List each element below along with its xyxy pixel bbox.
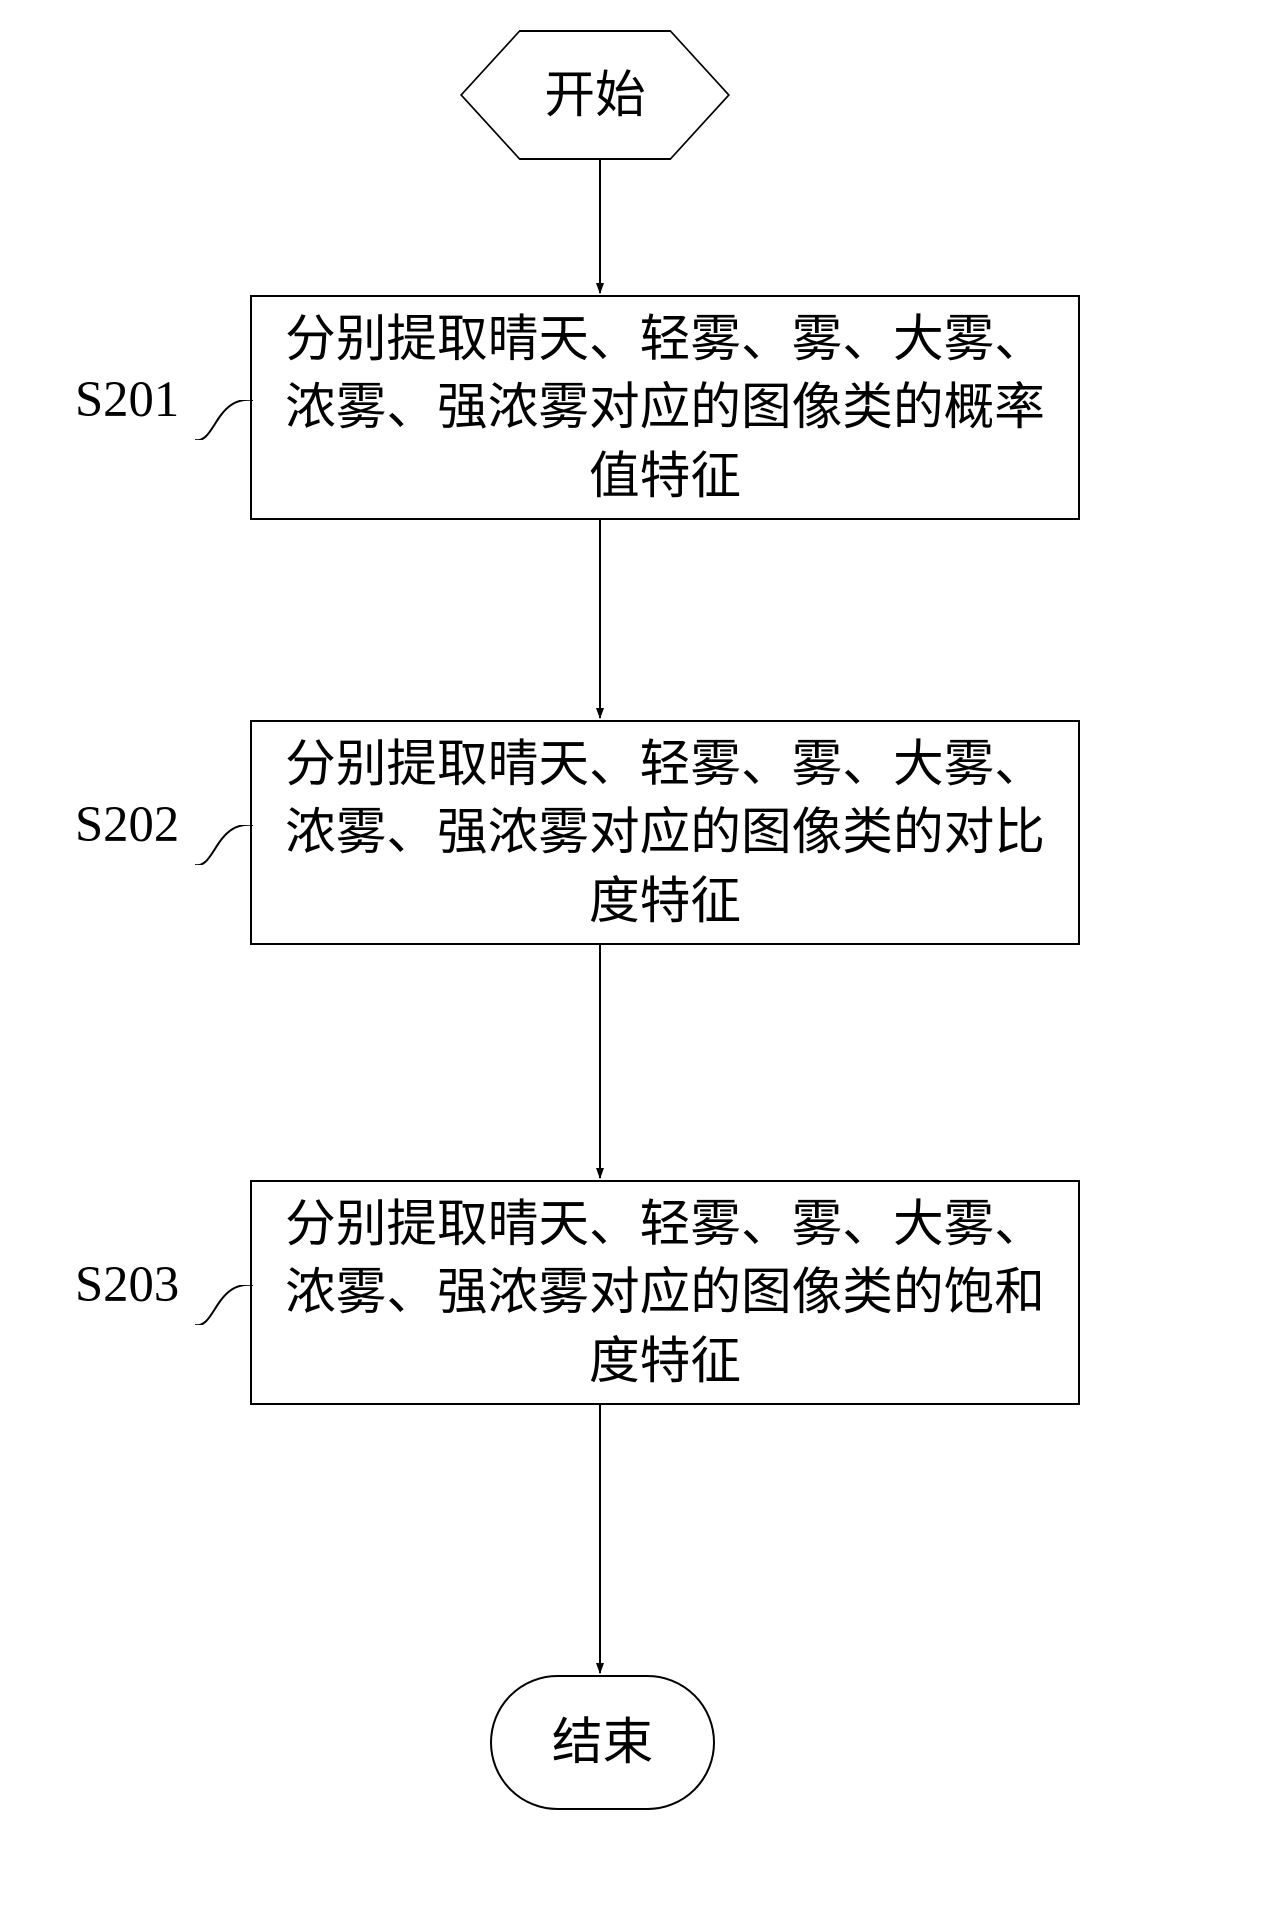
process-s203-text: 分别提取晴天、轻雾、雾、大雾、浓雾、强浓雾对应的图像类的饱和度特征 [272,1190,1058,1395]
label-s201: S201 [75,370,179,428]
edges-layer [0,0,1264,1923]
end-node: 结束 [490,1675,715,1810]
squiggle-s203 [195,1285,253,1325]
end-text: 结束 [552,1708,653,1776]
squiggle-s201 [195,400,253,440]
label-s203: S203 [75,1255,179,1313]
label-s202-text: S202 [75,796,179,852]
flowchart-canvas: 开始 分别提取晴天、轻雾、雾、大雾、浓雾、强浓雾对应的图像类的概率值特征 分别提… [0,0,1264,1923]
process-s201-text: 分别提取晴天、轻雾、雾、大雾、浓雾、强浓雾对应的图像类的概率值特征 [272,305,1058,510]
process-s203: 分别提取晴天、轻雾、雾、大雾、浓雾、强浓雾对应的图像类的饱和度特征 [250,1180,1080,1405]
squiggle-s202 [195,825,253,865]
start-text: 开始 [544,61,645,129]
label-s202: S202 [75,795,179,853]
process-s202-text: 分别提取晴天、轻雾、雾、大雾、浓雾、强浓雾对应的图像类的对比度特征 [272,730,1058,935]
process-s201: 分别提取晴天、轻雾、雾、大雾、浓雾、强浓雾对应的图像类的概率值特征 [250,295,1080,520]
process-s202: 分别提取晴天、轻雾、雾、大雾、浓雾、强浓雾对应的图像类的对比度特征 [250,720,1080,945]
label-s201-text: S201 [75,371,179,427]
label-s203-text: S203 [75,1256,179,1312]
